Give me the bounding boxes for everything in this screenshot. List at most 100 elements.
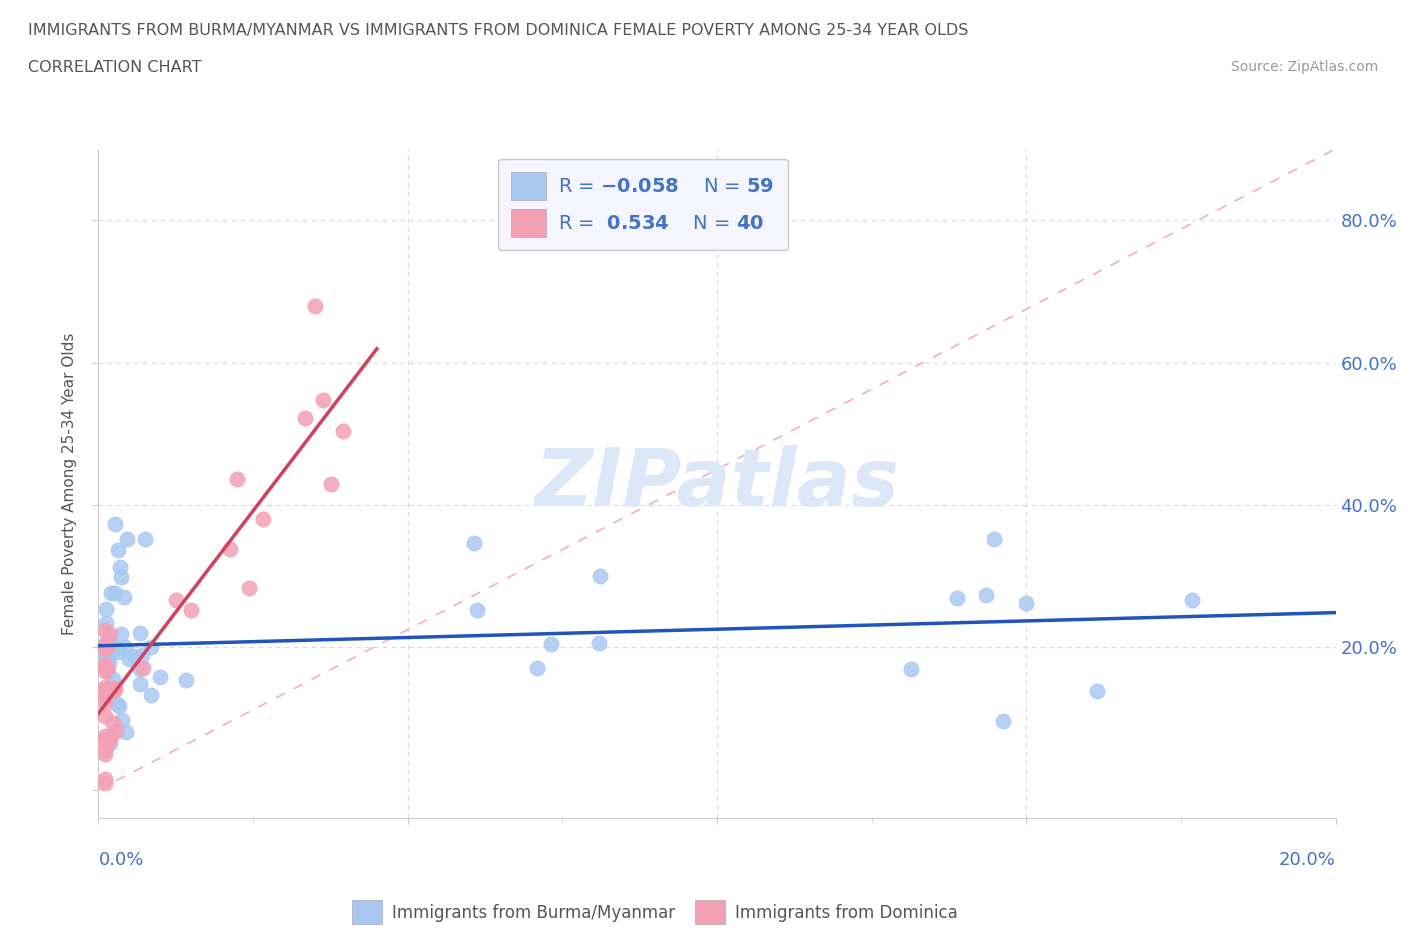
Point	[312, 392, 335, 407]
Point	[97, 665, 120, 680]
Point	[108, 644, 131, 659]
Point	[96, 632, 118, 647]
Point	[139, 687, 162, 702]
Point	[93, 622, 115, 637]
Point	[97, 656, 120, 671]
Point	[165, 592, 187, 607]
Point	[219, 541, 242, 556]
Point	[1181, 592, 1204, 607]
Point	[93, 709, 115, 724]
Point	[93, 684, 115, 698]
Point	[93, 664, 115, 679]
Point	[132, 660, 155, 675]
Point	[97, 731, 120, 746]
Point	[96, 640, 118, 655]
Point	[93, 637, 115, 652]
Point	[526, 660, 548, 675]
Point	[105, 724, 128, 739]
Point	[96, 661, 118, 676]
Point	[115, 532, 138, 547]
Point	[1015, 595, 1038, 610]
Point	[100, 586, 122, 601]
Y-axis label: Female Poverty Among 25-34 Year Olds: Female Poverty Among 25-34 Year Olds	[62, 332, 77, 635]
Point	[104, 516, 127, 531]
Point	[149, 670, 172, 684]
Point	[252, 512, 274, 527]
Point	[103, 683, 125, 698]
Point	[93, 658, 115, 673]
Point	[114, 640, 136, 655]
Point	[93, 776, 115, 790]
Point	[110, 627, 132, 642]
Point	[97, 732, 120, 747]
Point	[98, 690, 121, 705]
Point	[93, 772, 115, 787]
Point	[465, 603, 488, 618]
Point	[94, 616, 117, 631]
Point	[97, 646, 120, 661]
Point	[304, 299, 326, 313]
Point	[96, 654, 118, 669]
Point	[110, 569, 132, 584]
Point	[103, 671, 125, 686]
Legend: Immigrants from Burma/Myanmar, Immigrants from Dominica: Immigrants from Burma/Myanmar, Immigrant…	[346, 894, 965, 930]
Point	[100, 728, 122, 743]
Point	[93, 644, 115, 659]
Point	[93, 743, 115, 758]
Point	[115, 724, 138, 739]
Point	[129, 661, 152, 676]
Point	[129, 677, 152, 692]
Point	[111, 712, 134, 727]
Point	[93, 733, 115, 748]
Point	[131, 647, 153, 662]
Point	[93, 680, 115, 695]
Point	[588, 635, 610, 650]
Point	[225, 472, 247, 486]
Point	[108, 698, 131, 713]
Text: 0.0%: 0.0%	[98, 851, 143, 869]
Text: CORRELATION CHART: CORRELATION CHART	[28, 60, 201, 75]
Point	[98, 627, 121, 642]
Point	[110, 559, 132, 574]
Point	[100, 644, 122, 658]
Point	[332, 424, 354, 439]
Point	[112, 590, 135, 604]
Text: 20.0%: 20.0%	[1279, 851, 1336, 869]
Point	[107, 697, 129, 711]
Text: Source: ZipAtlas.com: Source: ZipAtlas.com	[1230, 60, 1378, 74]
Point	[588, 568, 610, 583]
Point	[104, 586, 127, 601]
Point	[93, 682, 115, 697]
Point	[124, 648, 146, 663]
Point	[103, 715, 125, 730]
Point	[94, 747, 117, 762]
Point	[134, 532, 156, 547]
Point	[104, 682, 127, 697]
Point	[946, 591, 969, 605]
Point	[96, 639, 118, 654]
Point	[993, 713, 1015, 728]
Point	[93, 696, 115, 711]
Point	[540, 636, 562, 651]
Point	[107, 542, 129, 557]
Text: ZIPatlas: ZIPatlas	[534, 445, 900, 523]
Point	[238, 580, 260, 595]
Text: IMMIGRANTS FROM BURMA/MYANMAR VS IMMIGRANTS FROM DOMINICA FEMALE POVERTY AMONG 2: IMMIGRANTS FROM BURMA/MYANMAR VS IMMIGRA…	[28, 23, 969, 38]
Point	[93, 641, 115, 656]
Point	[319, 476, 342, 491]
Point	[294, 410, 316, 425]
Point	[103, 681, 125, 696]
Point	[174, 672, 197, 687]
Point	[118, 652, 141, 667]
Point	[100, 685, 122, 700]
Point	[974, 588, 997, 603]
Point	[93, 687, 115, 702]
Point	[1085, 684, 1108, 698]
Point	[105, 640, 128, 655]
Point	[98, 645, 121, 660]
Point	[93, 653, 115, 668]
Point	[900, 662, 922, 677]
Point	[139, 640, 162, 655]
Point	[129, 626, 152, 641]
Point	[983, 531, 1005, 546]
